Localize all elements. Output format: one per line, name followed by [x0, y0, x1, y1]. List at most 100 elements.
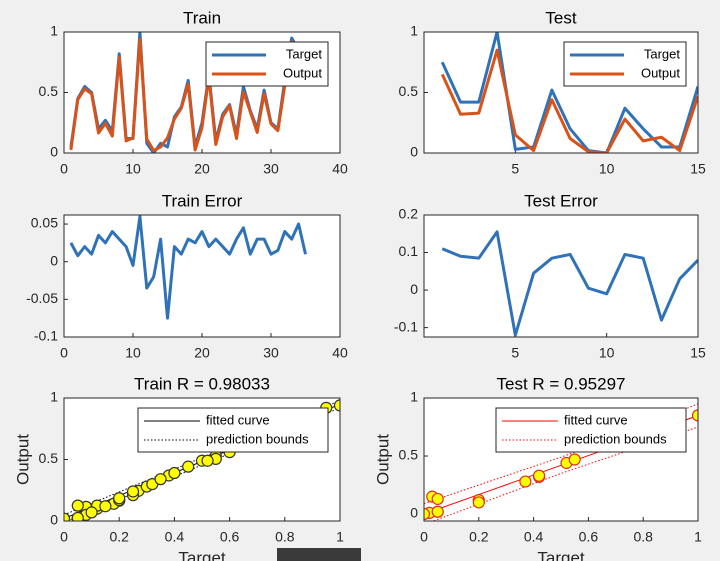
data-point — [182, 460, 195, 473]
series-line — [441, 230, 698, 337]
legend-label: prediction bounds — [564, 431, 667, 446]
x-axis-label: Target — [178, 548, 226, 561]
x-tick-label: 0.2 — [469, 529, 489, 545]
x-tick-label: 30 — [263, 345, 279, 361]
data-point — [168, 466, 181, 480]
y-tick-label: 0.1 — [399, 243, 419, 259]
series-line — [440, 48, 698, 153]
data-point — [201, 454, 214, 467]
panel-title: Train — [183, 8, 221, 27]
x-tick-label: 0.6 — [579, 529, 599, 545]
panel-title: Train Error — [162, 191, 243, 210]
axes-panel: Train Error 0 10 20 30 40 -0.1 -0.05 0 0.05 — [26, 191, 348, 360]
panel-title: Test R = 0.95297 — [496, 374, 625, 393]
legend: fitted curve prediction bounds — [495, 407, 687, 453]
toolbar-overlay — [277, 548, 361, 561]
legend: Target Output — [563, 41, 687, 87]
x-tick-label: 0 — [60, 345, 68, 361]
x-axis-label: Target — [537, 548, 585, 561]
y-tick-label: 0.5 — [39, 83, 59, 99]
data-point — [431, 492, 444, 506]
x-tick-label: 40 — [332, 161, 348, 177]
y-tick-label: 0.2 — [399, 206, 419, 222]
y-tick-label: 0.05 — [31, 215, 58, 231]
legend-label: Output — [641, 65, 680, 80]
legend-box — [563, 41, 687, 87]
y-axis-label: Output — [373, 434, 392, 485]
y-axis-label: Output — [13, 434, 32, 485]
x-tick-label: 5 — [511, 345, 519, 361]
y-tick-label: 0 — [50, 144, 58, 160]
data-point — [431, 505, 444, 518]
legend-label: fitted curve — [564, 412, 628, 427]
x-tick-label: 30 — [263, 161, 279, 177]
axes-panel: Test R = 0.95297 0 0.2 0.4 0.6 0.8 1 0 0.5 1 Targe… — [373, 374, 702, 561]
data-point — [154, 473, 167, 486]
x-tick-label: 20 — [194, 161, 210, 177]
data-point — [519, 475, 532, 488]
axes-box — [63, 31, 341, 154]
series-line — [69, 215, 307, 320]
panel-title: Train R = 0.98033 — [134, 374, 270, 393]
x-tick-label: 0 — [60, 161, 68, 177]
legend-box — [137, 407, 329, 453]
y-tick-label: 0.5 — [399, 447, 419, 463]
x-tick-label: 40 — [332, 345, 348, 361]
plot-content — [69, 215, 307, 320]
legend-label: prediction bounds — [206, 431, 309, 446]
series-line — [440, 32, 698, 153]
y-tick-label: 0 — [410, 505, 418, 521]
panel-title: Test Error — [524, 191, 598, 210]
x-tick-label: 0.6 — [220, 529, 240, 545]
x-tick-label: 5 — [511, 161, 519, 177]
legend: Target Output — [205, 41, 329, 87]
legend-label: Target — [644, 46, 681, 61]
axes-box — [423, 214, 699, 338]
x-tick-label: 20 — [194, 345, 210, 361]
y-tick-label: 0.5 — [39, 450, 59, 466]
plot-content — [441, 230, 698, 337]
x-tick-label: 0.4 — [524, 529, 544, 545]
x-tick-label: 10 — [599, 345, 615, 361]
x-tick-label: 0 — [420, 529, 428, 545]
data-point — [64, 512, 71, 521]
x-tick-label: 15 — [690, 161, 706, 177]
x-tick-label: 1 — [694, 529, 702, 545]
data-point — [691, 409, 698, 422]
axes-box — [63, 397, 341, 522]
axes-panel: Test Error 5 10 15 -0.1 0 0.1 0.2 — [394, 191, 706, 360]
series-line — [69, 37, 307, 153]
y-tick-label: 1 — [410, 389, 418, 405]
axes-panel: Train R = 0.98033 0 0.2 0.4 0.6 0.8 1 0 0.5 1 Targ… — [13, 374, 344, 561]
x-tick-label: 10 — [125, 161, 141, 177]
data-point — [99, 500, 112, 513]
x-tick-label: 10 — [125, 345, 141, 361]
y-tick-label: 0 — [410, 281, 418, 297]
data-point — [71, 511, 84, 521]
legend-label: Target — [286, 46, 323, 61]
data-point — [113, 492, 126, 505]
x-tick-label: 0 — [60, 529, 68, 545]
axes-panel: Test 5 10 15 0 0.5 1 Target Output — [399, 8, 706, 176]
data-point — [85, 506, 98, 519]
plot-content — [69, 32, 307, 153]
panel-title: Test — [545, 8, 576, 27]
y-tick-label: -0.1 — [34, 328, 58, 344]
legend-box — [495, 407, 687, 453]
x-tick-label: 10 — [599, 161, 615, 177]
axes-box — [63, 214, 341, 338]
y-tick-label: 1 — [50, 389, 58, 405]
x-tick-label: 0.2 — [109, 529, 129, 545]
y-tick-label: 0 — [50, 512, 58, 528]
data-point — [568, 453, 581, 466]
data-point — [424, 507, 431, 521]
y-tick-label: 0.5 — [399, 83, 419, 99]
legend-label: fitted curve — [206, 412, 270, 427]
legend: fitted curve prediction bounds — [137, 407, 329, 453]
data-point — [333, 399, 340, 412]
data-point — [71, 499, 84, 512]
y-tick-label: 0 — [410, 144, 418, 160]
axes-box — [423, 397, 699, 522]
y-tick-label: 1 — [410, 23, 418, 39]
